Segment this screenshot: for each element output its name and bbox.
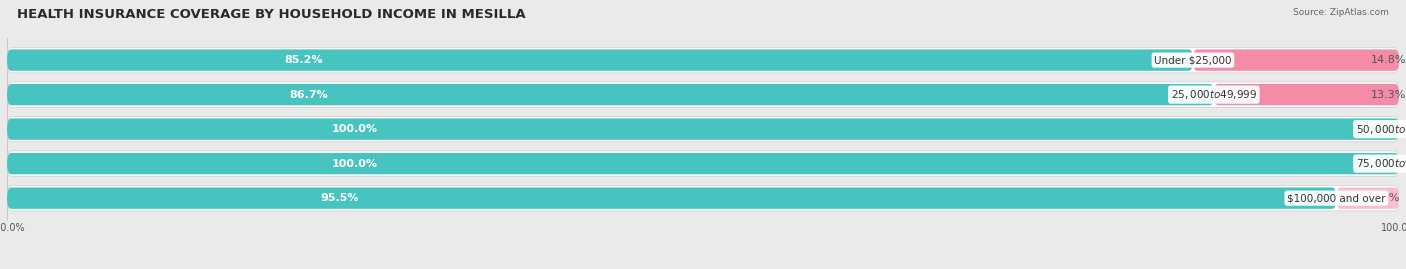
Text: 13.3%: 13.3% <box>1371 90 1406 100</box>
FancyBboxPatch shape <box>7 49 1192 71</box>
Text: 4.5%: 4.5% <box>1371 193 1399 203</box>
Text: 100.0%: 100.0% <box>332 159 378 169</box>
FancyBboxPatch shape <box>7 185 1399 211</box>
FancyBboxPatch shape <box>1213 84 1399 105</box>
Text: 95.5%: 95.5% <box>321 193 359 203</box>
Text: 86.7%: 86.7% <box>290 90 328 100</box>
Text: $75,000 to $99,999: $75,000 to $99,999 <box>1355 157 1406 170</box>
Text: Under $25,000: Under $25,000 <box>1154 55 1232 65</box>
Text: $50,000 to $74,999: $50,000 to $74,999 <box>1355 123 1406 136</box>
Text: HEALTH INSURANCE COVERAGE BY HOUSEHOLD INCOME IN MESILLA: HEALTH INSURANCE COVERAGE BY HOUSEHOLD I… <box>17 8 526 21</box>
FancyBboxPatch shape <box>7 84 1213 105</box>
FancyBboxPatch shape <box>7 118 1399 140</box>
Text: 0.0%: 0.0% <box>1371 124 1399 134</box>
FancyBboxPatch shape <box>1399 153 1406 174</box>
FancyBboxPatch shape <box>1399 118 1406 140</box>
FancyBboxPatch shape <box>7 187 1336 209</box>
FancyBboxPatch shape <box>7 151 1399 176</box>
Text: Source: ZipAtlas.com: Source: ZipAtlas.com <box>1294 8 1389 17</box>
Text: 100.0%: 100.0% <box>0 223 25 233</box>
Text: 100.0%: 100.0% <box>332 124 378 134</box>
Text: 14.8%: 14.8% <box>1371 55 1406 65</box>
Text: $25,000 to $49,999: $25,000 to $49,999 <box>1171 88 1257 101</box>
FancyBboxPatch shape <box>7 47 1399 73</box>
FancyBboxPatch shape <box>7 153 1399 174</box>
FancyBboxPatch shape <box>7 82 1399 107</box>
FancyBboxPatch shape <box>1336 187 1399 209</box>
FancyBboxPatch shape <box>7 116 1399 142</box>
Text: 85.2%: 85.2% <box>284 55 323 65</box>
Text: 100.0%: 100.0% <box>1381 223 1406 233</box>
Text: 0.0%: 0.0% <box>1371 159 1399 169</box>
Text: $100,000 and over: $100,000 and over <box>1286 193 1385 203</box>
FancyBboxPatch shape <box>1192 49 1399 71</box>
